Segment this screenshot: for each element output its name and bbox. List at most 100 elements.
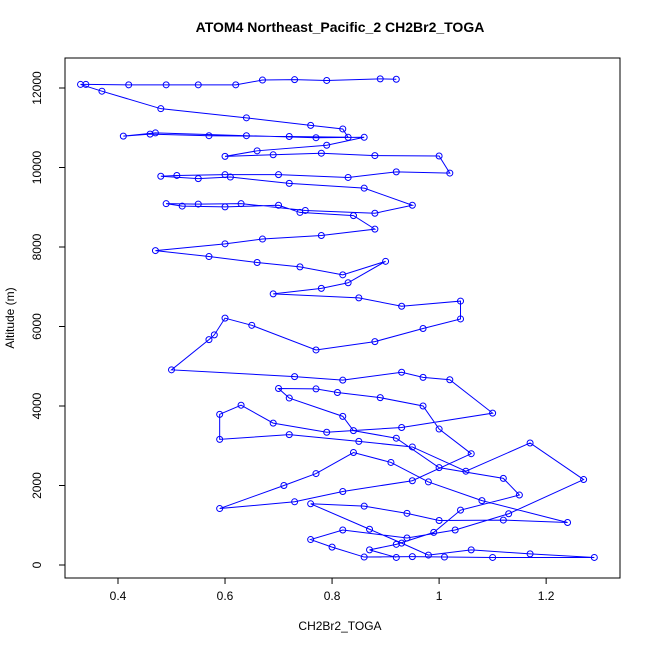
data-point [275,171,283,179]
data-point [157,172,165,180]
data-point [285,394,293,402]
data-point [119,132,127,140]
data-point [275,385,283,393]
data-point [349,449,357,457]
data-point [398,302,406,310]
data-point [505,510,513,518]
data-point [360,553,368,561]
data-point [269,419,277,427]
data-point [237,401,245,409]
data-line [80,78,595,558]
data-point [317,231,325,239]
data-point [307,121,315,129]
data-point [419,402,427,410]
y-tick-label: 6000 [30,313,44,340]
data-point [291,373,299,381]
data-point [157,105,165,113]
data-point [467,450,475,458]
x-tick-label: 1 [436,589,443,603]
x-axis-label: CH2Br2_TOGA [298,619,381,633]
data-point [221,314,229,322]
data-point [446,169,454,177]
data-point [269,290,277,298]
data-point [232,81,240,89]
data-point [98,87,106,95]
data-point [285,431,293,439]
data-point [344,173,352,181]
data-point [173,171,181,179]
data-point [253,259,261,267]
data-point [457,506,465,514]
data-point [590,553,598,561]
data-point [205,132,213,140]
data-point [371,338,379,346]
data-point [296,208,304,216]
data-point [82,80,90,88]
data-point [398,368,406,376]
data-point [478,497,486,505]
data-point [430,528,438,536]
data-point [339,526,347,534]
data-point [360,184,368,192]
data-point [221,152,229,160]
data-point [312,134,320,142]
data-point [291,498,299,506]
data-point [515,491,523,499]
data-point [408,477,416,485]
data-point [258,235,266,243]
x-tick-label: 0.8 [324,589,341,603]
data-point [435,516,443,524]
data-point [333,388,341,396]
y-tick-label: 8000 [30,233,44,260]
x-tick-label: 0.6 [217,589,234,603]
data-point [162,200,170,208]
data-point [178,202,186,210]
data-point [392,553,400,561]
data-point [226,173,234,181]
data-point [408,553,416,561]
data-point [371,209,379,217]
data-point [371,225,379,233]
data-point [151,247,159,255]
data-point [253,147,261,155]
data-point [317,149,325,157]
data-point [392,75,400,83]
data-point [221,203,229,211]
data-point [194,200,202,208]
data-point [499,516,507,524]
data-point [248,321,256,329]
data-point [323,76,331,84]
data-point [242,132,250,140]
data-point [451,526,459,534]
data-point [355,437,363,445]
data-point [194,81,202,89]
data-point [339,487,347,495]
data-point [291,76,299,84]
data-point [339,125,347,133]
data-point [371,152,379,160]
y-axis-label: Altitude (m) [3,287,17,348]
data-point [296,263,304,271]
data-point [376,75,384,83]
data-point [392,168,400,176]
data-point [526,550,534,558]
data-point [312,470,320,478]
data-point [349,212,357,220]
data-point [457,315,465,323]
data-point [440,553,448,561]
data-point [419,373,427,381]
data-point [499,474,507,482]
data-point [526,439,534,447]
data-point [339,271,347,279]
chart-title: ATOM4 Northeast_Pacific_2 CH2Br2_TOGA [196,19,485,35]
data-point [258,76,266,84]
data-point [205,336,213,344]
data-point [269,151,277,159]
data-point [564,518,572,526]
data-point [580,476,588,484]
data-point [462,467,470,475]
data-point [77,80,85,88]
data-point [403,509,411,517]
